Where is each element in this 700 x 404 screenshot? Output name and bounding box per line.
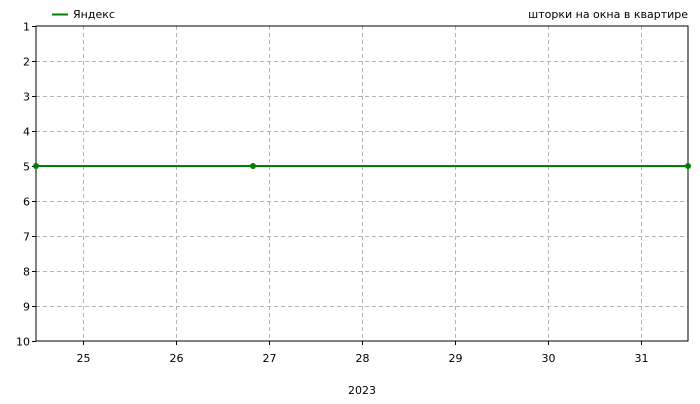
x-axis-label: 2023 (348, 384, 376, 397)
x-tick-label: 30 (542, 352, 556, 365)
y-axis-ticks: 1 2 3 4 5 6 7 8 9 10 (16, 21, 36, 349)
x-tick-label: 26 (170, 352, 184, 365)
x-tick-label: 31 (635, 352, 649, 365)
data-point (33, 163, 39, 169)
x-tick-label: 27 (263, 352, 277, 365)
legend: Яндекс (52, 8, 115, 21)
legend-label: Яндекс (73, 8, 115, 21)
y-tick-label: 10 (16, 336, 30, 349)
y-tick-label: 5 (23, 161, 30, 174)
y-tick-label: 7 (23, 231, 30, 244)
data-point (685, 163, 691, 169)
data-point (250, 163, 256, 169)
y-tick-label: 6 (23, 196, 30, 209)
series-layer (33, 163, 691, 169)
chart-title: шторки на окна в квартире (528, 8, 688, 21)
y-tick-label: 9 (23, 301, 30, 314)
x-tick-label: 25 (77, 352, 91, 365)
y-tick-label: 4 (23, 126, 30, 139)
y-tick-label: 1 (23, 21, 30, 34)
y-tick-label: 3 (23, 91, 30, 104)
y-tick-label: 2 (23, 56, 30, 69)
x-tick-label: 29 (449, 352, 463, 365)
x-axis-ticks: 25 26 27 28 29 30 31 (77, 341, 649, 365)
y-tick-label: 8 (23, 266, 30, 279)
x-tick-label: 28 (356, 352, 370, 365)
